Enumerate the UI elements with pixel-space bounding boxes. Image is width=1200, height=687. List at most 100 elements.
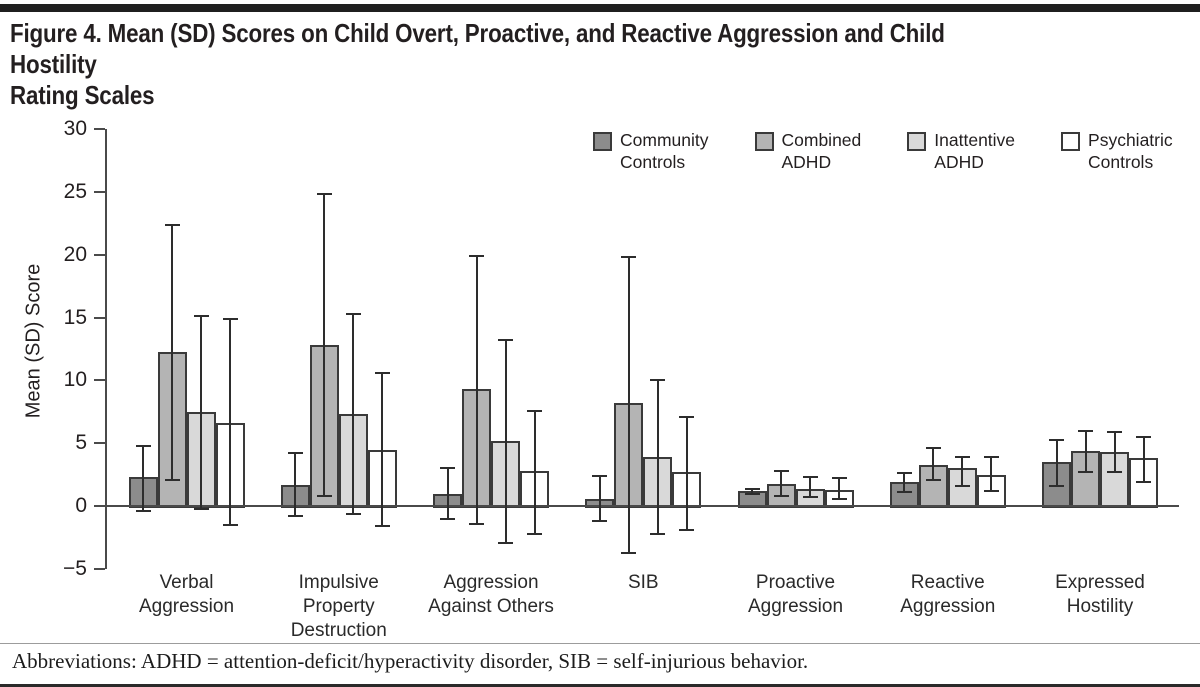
bar-chart: Mean (SD) Score Community Controls Combin… [0, 117, 1200, 641]
y-axis-tick [94, 316, 105, 319]
legend-label: Community Controls [620, 130, 709, 172]
error-bar-community-controls-verbal-aggression-cap-bottom [135, 510, 151, 513]
error-bar-community-controls-aggression-against-others [446, 468, 449, 519]
y-axis-tick [94, 505, 105, 508]
top-rule [0, 4, 1200, 12]
legend-swatch-community-controls [593, 132, 612, 151]
error-bar-inattentive-adhd-impulsive-property-destruction-cap-top [345, 312, 361, 315]
error-bar-combined-adhd-verbal-aggression-cap-top [164, 223, 180, 226]
error-bar-community-controls-aggression-against-others-cap-bottom [440, 517, 455, 520]
error-bar-inattentive-adhd-proactive-aggression-cap-top [802, 476, 818, 479]
error-bar-psychiatric-controls-reactive-aggression-cap-bottom [983, 490, 999, 493]
y-tick-label: 10 [63, 368, 87, 392]
legend-label: Psychiatric Controls [1088, 130, 1173, 172]
x-category-label-reactive-aggression: Reactive Aggression [900, 572, 996, 617]
error-bar-community-controls-sib-cap-bottom [592, 520, 608, 523]
error-bar-combined-adhd-sib-cap-top [621, 256, 637, 259]
error-bar-community-controls-verbal-aggression-cap-top [135, 444, 151, 447]
error-bar-psychiatric-controls-expressed-hostility [1142, 437, 1145, 483]
error-bar-psychiatric-controls-impulsive-property-destruction-cap-bottom [374, 525, 390, 528]
error-bar-inattentive-adhd-verbal-aggression-cap-bottom [193, 507, 209, 510]
error-bar-combined-adhd-expressed-hostility-cap-bottom [1078, 471, 1093, 474]
error-bar-community-controls-expressed-hostility [1055, 439, 1058, 486]
footnote-section: Abbreviations: ADHD = attention-deficit/… [0, 643, 1200, 684]
y-axis-tick [94, 442, 105, 445]
error-bar-inattentive-adhd-reactive-aggression-cap-top [954, 456, 970, 459]
legend-item-combined-adhd: Combined ADHD [754, 129, 861, 173]
error-bar-combined-adhd-aggression-against-others-cap-top [469, 254, 484, 257]
error-bar-combined-adhd-reactive-aggression [932, 448, 935, 480]
error-bar-inattentive-adhd-reactive-aggression [961, 457, 964, 487]
error-bar-combined-adhd-impulsive-property-destruction [323, 194, 326, 497]
x-category-label-aggression-against-others: Aggression Against Others [428, 572, 554, 617]
x-category-label-proactive-aggression: Proactive Aggression [747, 572, 844, 617]
x-category-label-expressed-hostility: Expressed Hostility [1055, 572, 1145, 617]
x-axis-baseline [105, 505, 1179, 508]
error-bar-psychiatric-controls-aggression-against-others [533, 410, 536, 534]
error-bar-combined-adhd-impulsive-property-destruction-cap-top [316, 193, 332, 196]
error-bar-community-controls-proactive-aggression [751, 488, 753, 494]
legend-swatch-inattentive-adhd [907, 132, 927, 151]
error-bar-inattentive-adhd-sib [656, 380, 659, 534]
error-bar-inattentive-adhd-sib-cap-top [650, 379, 666, 382]
error-bar-community-controls-reactive-aggression-cap-top [896, 472, 912, 475]
error-bar-combined-adhd-expressed-hostility-cap-top [1078, 429, 1093, 432]
error-bar-psychiatric-controls-reactive-aggression [990, 457, 993, 492]
error-bar-psychiatric-controls-verbal-aggression-cap-top [222, 317, 238, 320]
error-bar-combined-adhd-verbal-aggression [171, 224, 173, 480]
y-tick-label: 15 [63, 305, 87, 329]
legend-item-psychiatric-controls: Psychiatric Controls [1061, 129, 1173, 173]
error-bar-inattentive-adhd-aggression-against-others [504, 340, 507, 543]
legend-swatch-psychiatric-controls [1061, 132, 1081, 151]
y-tick-label: −5 [63, 557, 87, 580]
error-bar-psychiatric-controls-reactive-aggression-cap-top [983, 456, 999, 459]
x-category-label-verbal-aggression: Verbal Aggression [138, 572, 235, 617]
plot-area: Community Controls Combined ADHD Inattenti… [63, 117, 1179, 641]
error-bar-community-controls-aggression-against-others-cap-top [440, 467, 455, 470]
error-bar-combined-adhd-proactive-aggression-cap-bottom [773, 495, 789, 498]
legend-item-community-controls: Community Controls [593, 129, 709, 173]
error-bar-psychiatric-controls-aggression-against-others-cap-bottom [527, 532, 542, 535]
error-bar-inattentive-adhd-verbal-aggression [200, 316, 202, 509]
error-bar-inattentive-adhd-proactive-aggression [809, 477, 811, 498]
error-bar-community-controls-impulsive-property-destruction [294, 453, 297, 517]
error-bar-psychiatric-controls-impulsive-property-destruction-cap-top [374, 371, 390, 374]
error-bar-combined-adhd-aggression-against-others [475, 255, 478, 524]
error-bar-psychiatric-controls-impulsive-property-destruction [381, 372, 384, 527]
figure-title: Figure 4. Mean (SD) Scores on Child Over… [10, 18, 945, 110]
error-bar-inattentive-adhd-expressed-hostility [1113, 431, 1116, 473]
error-bar-inattentive-adhd-sib-cap-bottom [650, 532, 666, 535]
error-bar-combined-adhd-sib-cap-bottom [621, 551, 637, 554]
error-bar-community-controls-sib [598, 475, 601, 522]
y-tick-label: 30 [63, 117, 87, 140]
error-bar-psychiatric-controls-proactive-aggression-cap-top [831, 477, 847, 480]
error-bar-community-controls-expressed-hostility-cap-bottom [1049, 485, 1064, 488]
error-bar-psychiatric-controls-aggression-against-others-cap-top [527, 409, 542, 412]
error-bar-psychiatric-controls-sib-cap-top [679, 415, 695, 418]
error-bar-combined-adhd-aggression-against-others-cap-bottom [469, 522, 484, 525]
error-bar-psychiatric-controls-sib [685, 416, 688, 531]
y-axis-label: Mean (SD) Score [22, 263, 45, 419]
error-bar-combined-adhd-proactive-aggression [780, 470, 782, 497]
error-bar-combined-adhd-sib [627, 257, 630, 553]
error-bar-community-controls-impulsive-property-destruction-cap-top [287, 452, 303, 455]
error-bar-combined-adhd-verbal-aggression-cap-bottom [164, 478, 180, 481]
error-bar-combined-adhd-impulsive-property-destruction-cap-bottom [316, 495, 332, 498]
error-bar-psychiatric-controls-proactive-aggression-cap-bottom [831, 497, 847, 500]
error-bar-inattentive-adhd-reactive-aggression-cap-bottom [954, 485, 970, 488]
error-bar-inattentive-adhd-expressed-hostility-cap-top [1107, 430, 1122, 433]
error-bar-psychiatric-controls-verbal-aggression [229, 318, 231, 525]
error-bar-community-controls-expressed-hostility-cap-top [1049, 438, 1064, 441]
y-axis-tick [94, 379, 105, 382]
y-axis-tick [94, 190, 105, 193]
error-bar-inattentive-adhd-aggression-against-others-cap-bottom [498, 541, 513, 544]
y-tick-label: 5 [75, 431, 87, 455]
error-bar-community-controls-verbal-aggression [142, 445, 144, 512]
x-category-label-impulsive-property-destruction: Impulsive Property Destruction [290, 572, 387, 641]
error-bar-community-controls-reactive-aggression-cap-bottom [896, 491, 912, 494]
legend-label: Inattentive ADHD [934, 130, 1016, 172]
error-bar-combined-adhd-proactive-aggression-cap-top [773, 469, 789, 472]
error-bar-combined-adhd-reactive-aggression-cap-bottom [925, 478, 941, 481]
y-axis-tick [94, 128, 105, 130]
error-bar-psychiatric-controls-expressed-hostility-cap-top [1136, 436, 1151, 438]
